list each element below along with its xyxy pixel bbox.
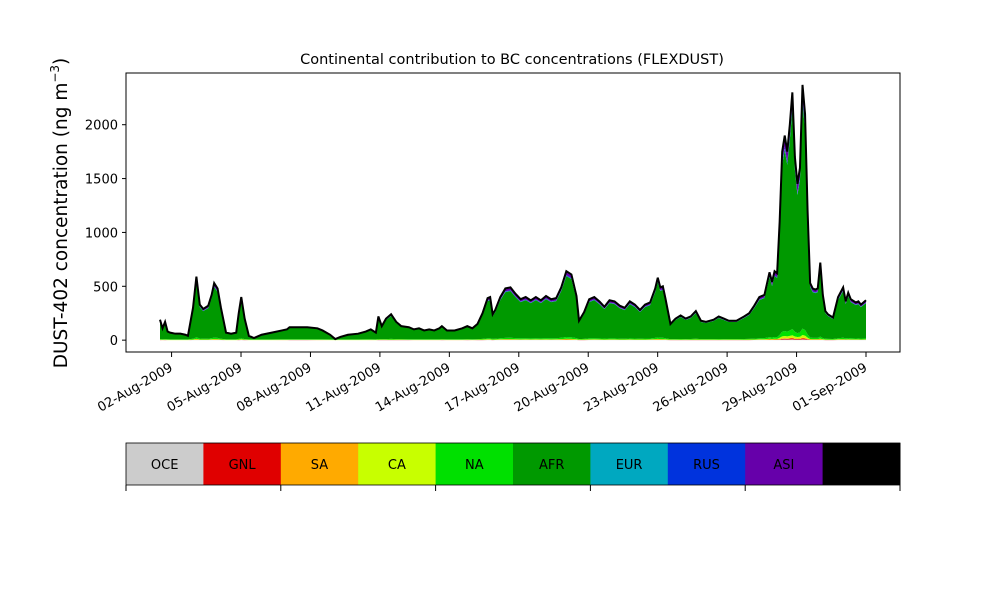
- x-tick-label: 29-Aug-2009: [720, 360, 800, 415]
- legend-label-asi: ASI: [773, 458, 794, 473]
- plot-area: [125, 72, 901, 353]
- legend-label-sa: SA: [311, 458, 328, 473]
- y-axis-label-text: DUST-402 concentration (ng m: [51, 83, 72, 369]
- x-axis: 02-Aug-200905-Aug-200908-Aug-200911-Aug-…: [95, 352, 870, 416]
- area-layer-afr: [160, 102, 866, 340]
- y-tick-label: 2000: [85, 119, 118, 134]
- y-tick-label: 500: [93, 280, 118, 295]
- y-axis-label-close: ): [51, 58, 72, 65]
- legend-swatch-rus: [667, 443, 746, 485]
- x-tick-label: 23-Aug-2009: [581, 360, 661, 415]
- legend-frame: [125, 442, 901, 486]
- legend-label-afr: AFR: [539, 458, 564, 473]
- legend-swatch-oce: [126, 443, 204, 485]
- legend-swatch-na: [435, 443, 514, 485]
- chart-title: Continental contribution to BC concentra…: [300, 52, 724, 68]
- legend-swatch-eur: [590, 443, 669, 485]
- x-tick-label: 02-Aug-2009: [95, 360, 175, 415]
- stacked-area-layers: [160, 84, 866, 341]
- svg-text:DUST-402 concentration (ng m−3: DUST-402 concentration (ng m−3): [48, 58, 72, 369]
- y-axis-label: DUST-402 concentration (ng m−3): [48, 58, 72, 369]
- legend-label-oce: OCE: [151, 458, 179, 473]
- legend-swatch-ca: [358, 443, 437, 485]
- legend-swatch-gnl: [203, 443, 282, 485]
- legend-swatch-sa: [280, 443, 359, 485]
- legend-label-rus: RUS: [693, 458, 720, 473]
- y-axis: 0 500 1000 1500 2000: [85, 119, 126, 349]
- x-tick-label: 20-Aug-2009: [512, 360, 592, 415]
- x-tick-label: 26-Aug-2009: [651, 360, 731, 415]
- region-colorbar-legend: OCE GNL SA CA NA AFR EUR RUS ASI AUS: [125, 442, 901, 491]
- area-layer-oce: [160, 339, 866, 341]
- y-axis-label-superscript: −3: [48, 65, 62, 83]
- legend-label-na: NA: [465, 458, 484, 473]
- x-tick-label: 14-Aug-2009: [373, 360, 453, 415]
- y-tick-label: 1000: [85, 226, 118, 241]
- x-tick-label: 08-Aug-2009: [234, 360, 314, 415]
- x-tick-label: 17-Aug-2009: [442, 360, 522, 415]
- x-tick-label: 11-Aug-2009: [304, 360, 384, 415]
- x-tick-label: 01-Sep-2009: [790, 360, 870, 415]
- legend-label-eur: EUR: [616, 458, 643, 473]
- total-concentration-line: [159, 84, 867, 341]
- legend-label-aus: AUS: [848, 458, 875, 473]
- legend-label-ca: CA: [388, 458, 406, 473]
- y-tick-label: 0: [110, 334, 118, 349]
- y-tick-label: 1500: [85, 173, 118, 188]
- legend-swatch-afr: [513, 443, 591, 485]
- legend-label-gnl: GNL: [229, 458, 257, 473]
- plot-frame: [125, 72, 901, 353]
- x-tick-label: 05-Aug-2009: [165, 360, 245, 415]
- legend-swatch-aus: [822, 443, 901, 485]
- legend-swatch-asi: [745, 443, 824, 485]
